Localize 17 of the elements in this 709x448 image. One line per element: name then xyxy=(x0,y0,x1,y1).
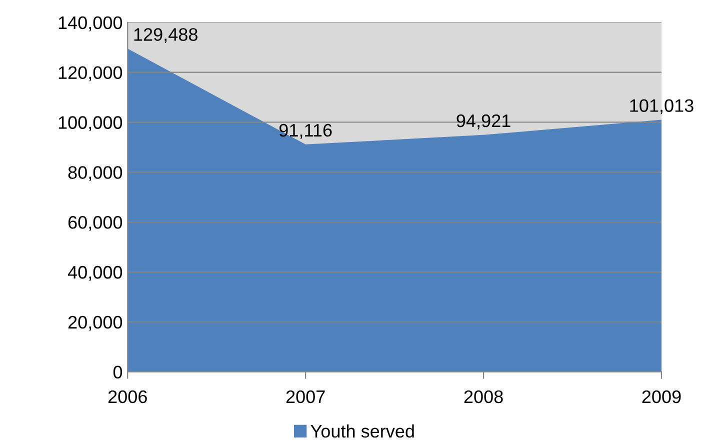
y-tick-label: 20,000 xyxy=(68,316,122,331)
y-tick-label: 60,000 xyxy=(68,216,122,231)
y-tick-label: 40,000 xyxy=(68,266,122,281)
x-tick-label: 2008 xyxy=(464,390,503,404)
data-label: 94,921 xyxy=(456,114,510,130)
data-label: 101,013 xyxy=(630,99,694,114)
x-tick-label: 2006 xyxy=(108,390,147,404)
y-tick-label: 120,000 xyxy=(58,66,122,82)
y-tick-label: 0 xyxy=(113,366,122,379)
y-tick-label: 140,000 xyxy=(58,16,122,32)
y-tick-label: 100,000 xyxy=(58,116,122,132)
y-tick-label: 80,000 xyxy=(68,166,122,182)
x-tick-label: 2009 xyxy=(642,390,681,404)
x-tick-label: 2007 xyxy=(286,390,325,404)
legend-label: Youth served xyxy=(310,424,414,438)
data-label: 91,116 xyxy=(279,124,332,139)
data-label: 129,488 xyxy=(134,28,198,44)
